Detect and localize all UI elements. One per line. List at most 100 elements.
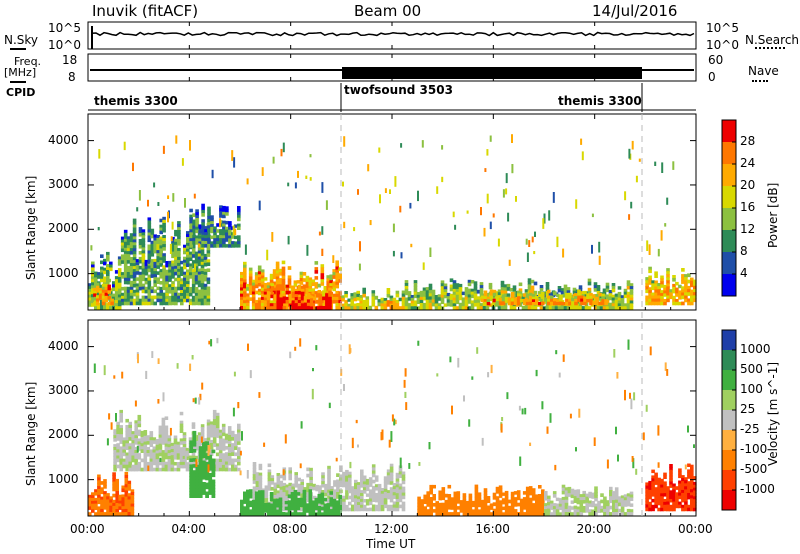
heatmap-cell-vel-1: [143, 462, 148, 466]
scatter-echo-power: [543, 213, 546, 224]
scatter-echo-vel: [632, 458, 635, 469]
heatmap-cell-vel-6: [626, 496, 631, 501]
heatmap-cell-vel-2: [211, 458, 216, 463]
heatmap-cell-vel-6: [614, 502, 619, 507]
heatmap-cell-vel-7: [684, 504, 688, 509]
heatmap-cell-power-3: [195, 223, 199, 228]
heatmap-cell-power-4: [263, 297, 268, 301]
heatmap-cell-vel-6: [558, 506, 563, 510]
heatmap-cell-power-4: [335, 269, 339, 274]
heatmap-cell-vel-4: [248, 509, 253, 513]
heatmap-cell-power-7: [425, 296, 430, 301]
heatmap-cell-power-2: [186, 278, 190, 282]
heatmap-cell-power-3: [222, 223, 226, 227]
heatmap-cell-power-7: [479, 282, 484, 286]
heatmap-cell-vel-1: [152, 437, 157, 441]
heatmap-cell-vel-1: [170, 445, 175, 450]
heatmap-cell-power-7: [434, 297, 439, 302]
heatmap-cell-vel-3: [354, 479, 358, 484]
heatmap-cell-vel-4: [329, 509, 333, 513]
heatmap-cell-power-2: [144, 259, 149, 264]
heatmap-cell-vel-7: [672, 492, 676, 497]
heatmap-cell-power-6: [392, 297, 397, 302]
heatmap-cell-vel-3: [306, 467, 310, 472]
heatmap-cell-vel-1: [161, 459, 166, 463]
heatmap-cell-vel-1: [206, 428, 211, 433]
heatmap-cell-power-9: [666, 277, 670, 281]
heatmap-cell-vel-5: [541, 503, 545, 508]
heatmap-cell-power-2: [174, 256, 178, 261]
heatmap-cell-power-7: [404, 297, 409, 301]
heatmap-cell-vel-6: [594, 509, 598, 513]
heatmap-cell-power-6: [383, 303, 388, 307]
heatmap-cell-vel-3: [270, 481, 275, 485]
heatmap-cell-power-7: [446, 302, 451, 307]
heatmap-cell-power-4: [246, 287, 250, 291]
heatmap-cell-vel-3: [282, 501, 287, 506]
scatter-echo-vel: [684, 464, 687, 470]
heatmap-cell-power-3: [216, 223, 220, 227]
heatmap-cell-vel-5: [519, 508, 524, 513]
heatmap-cell-power-8: [480, 295, 485, 300]
scatter-echo-power: [184, 198, 186, 208]
heatmap-cell-power-7: [539, 297, 544, 301]
heatmap-cell-vel-7: [672, 495, 676, 500]
heatmap-cell-vel-1: [131, 431, 135, 435]
heatmap-cell-power-4: [251, 303, 256, 307]
heatmap-cell-vel-0: [88, 500, 92, 505]
heatmap-cell-power-2: [174, 271, 178, 276]
heatmap-cell-power-7: [572, 306, 577, 310]
heatmap-cell-power-6: [359, 306, 363, 310]
heatmap-cell-power-2: [174, 259, 178, 264]
heatmap-cell-power-7: [617, 297, 622, 302]
heatmap-cell-power-2: [153, 280, 157, 284]
range-tick-label: 2000: [48, 427, 79, 442]
heatmap-cell-power-5: [306, 305, 311, 310]
heatmap-cell-power-2: [129, 257, 134, 261]
heatmap-cell-power-2: [123, 301, 128, 306]
heatmap-cell-vel-5: [486, 499, 491, 503]
heatmap-cell-power-1: [104, 298, 109, 303]
heatmap-cell-vel-0: [130, 489, 135, 493]
heatmap-cell-power-2: [174, 241, 178, 246]
heatmap-cell-vel-5: [474, 496, 479, 501]
heatmap-cell-power-7: [473, 287, 478, 292]
heatmap-cell-power-2: [141, 277, 146, 282]
heatmap-cell-vel-1: [140, 449, 145, 453]
heatmap-cell-power-6: [353, 303, 357, 307]
heatmap-cell-power-4: [287, 284, 292, 289]
heatmap-cell-power-2: [159, 224, 163, 229]
heatmap-cell-power-0: [117, 259, 122, 263]
heatmap-cell-power-4: [248, 288, 253, 292]
heatmap-cell-power-6: [365, 305, 370, 310]
heatmap-cell-vel-1: [119, 437, 123, 441]
heatmap-cell-vel-6: [629, 497, 634, 501]
heatmap-cell-power-8: [577, 292, 581, 297]
heatmap-cell-vel-1: [113, 450, 117, 454]
heatmap-cell-power-7: [569, 306, 574, 310]
heatmap-cell-vel-1: [113, 444, 117, 448]
heatmap-cell-power-6: [347, 303, 351, 308]
colorbar-swatch: [722, 470, 736, 491]
heatmap-cell-power-2: [197, 289, 202, 294]
heatmap-cell-vel-4: [269, 506, 274, 510]
heatmap-cell-power-4: [251, 300, 256, 304]
heatmap-cell-power-7: [503, 293, 508, 298]
heatmap-cell-vel-5: [492, 495, 497, 500]
heatmap-cell-vel-7: [678, 471, 682, 476]
heatmap-cell-power-0: [100, 278, 104, 283]
heatmap-cell-vel-3: [362, 507, 367, 512]
heatmap-cell-vel-3: [312, 483, 316, 488]
heatmap-cell-power-9: [693, 282, 697, 287]
scatter-echo-vel: [294, 346, 297, 351]
heatmap-cell-vel-1: [158, 452, 163, 457]
heatmap-cell-vel-1: [125, 464, 129, 469]
heatmap-cell-power-6: [383, 300, 388, 305]
heatmap-cell-power-7: [461, 306, 466, 310]
heatmap-cell-power-2: [206, 250, 211, 254]
heatmap-cell-vel-3: [368, 495, 373, 500]
heatmap-cell-power-0: [97, 272, 101, 276]
heatmap-cell-power-6: [386, 300, 391, 304]
heatmap-cell-power-2: [171, 298, 175, 303]
heatmap-cell-power-7: [527, 278, 532, 282]
